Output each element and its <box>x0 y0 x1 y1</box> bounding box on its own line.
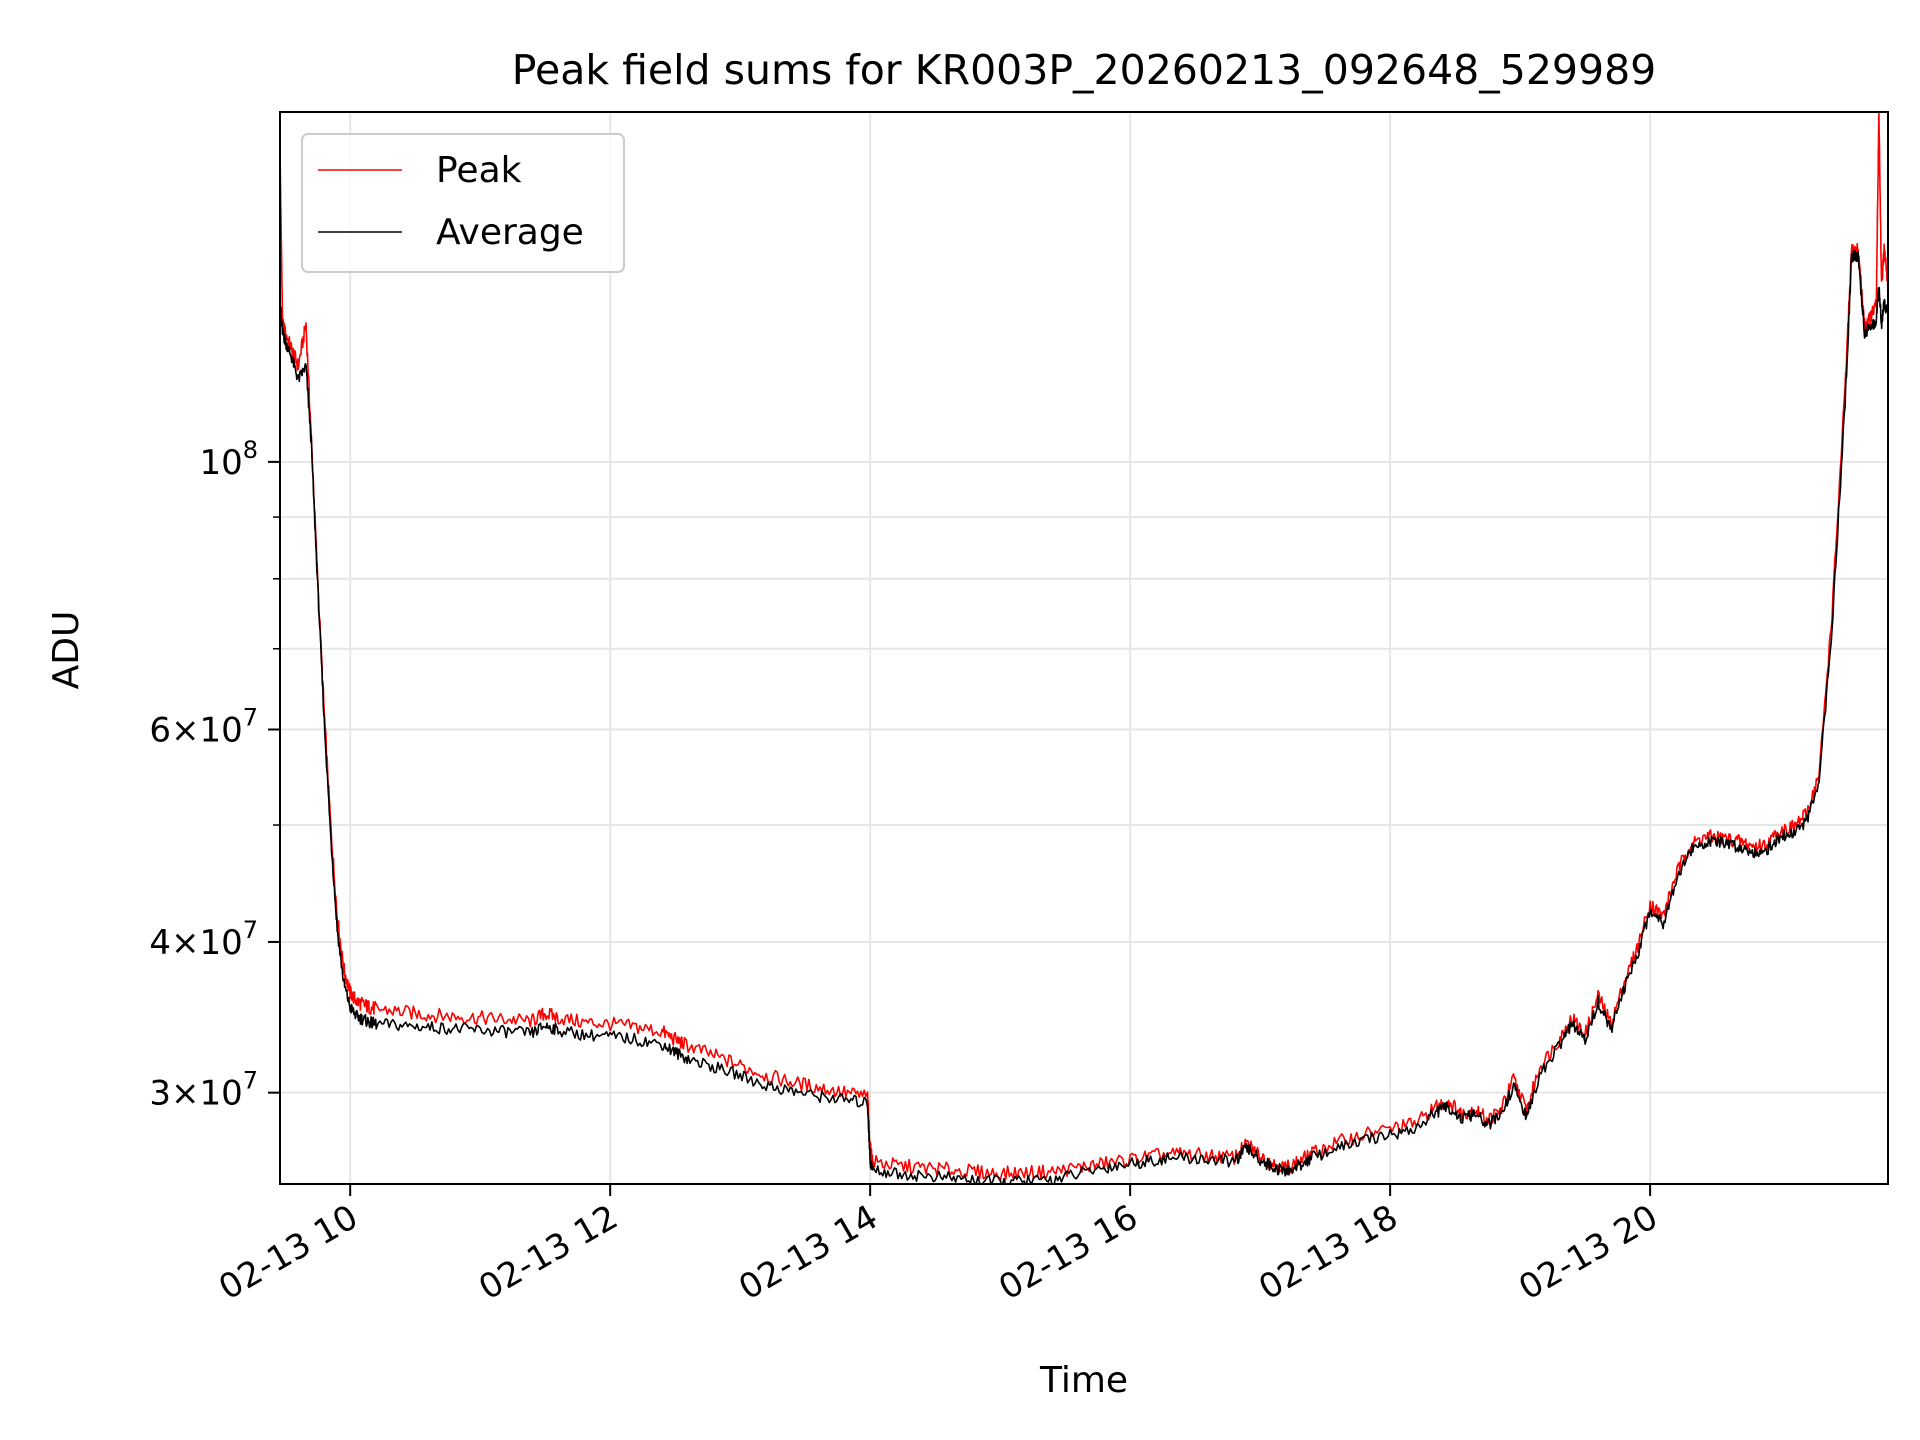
legend-label-average: Average <box>436 212 584 253</box>
chart-title: Peak field sums for KR003P_20260213_0926… <box>512 46 1657 94</box>
y-tick-label: 6×107 <box>149 704 258 751</box>
series-line-average <box>280 249 1888 1184</box>
legend-label-peak: Peak <box>436 150 522 191</box>
y-axis-label: ADU <box>46 611 87 690</box>
x-axis-label: Time <box>1039 1360 1128 1401</box>
y-axis: 3×107 4×107 6×107 108 <box>149 436 280 1114</box>
series-line-peak <box>280 112 1888 1182</box>
plot-lines <box>280 112 1888 1184</box>
legend: Peak Average <box>301 133 625 273</box>
y-tick-label: 3×107 <box>149 1067 258 1114</box>
y-tick-label: 108 <box>199 436 258 483</box>
y-tick-label: 4×107 <box>149 916 258 963</box>
legend-box <box>301 133 625 273</box>
grid <box>280 112 1888 1184</box>
